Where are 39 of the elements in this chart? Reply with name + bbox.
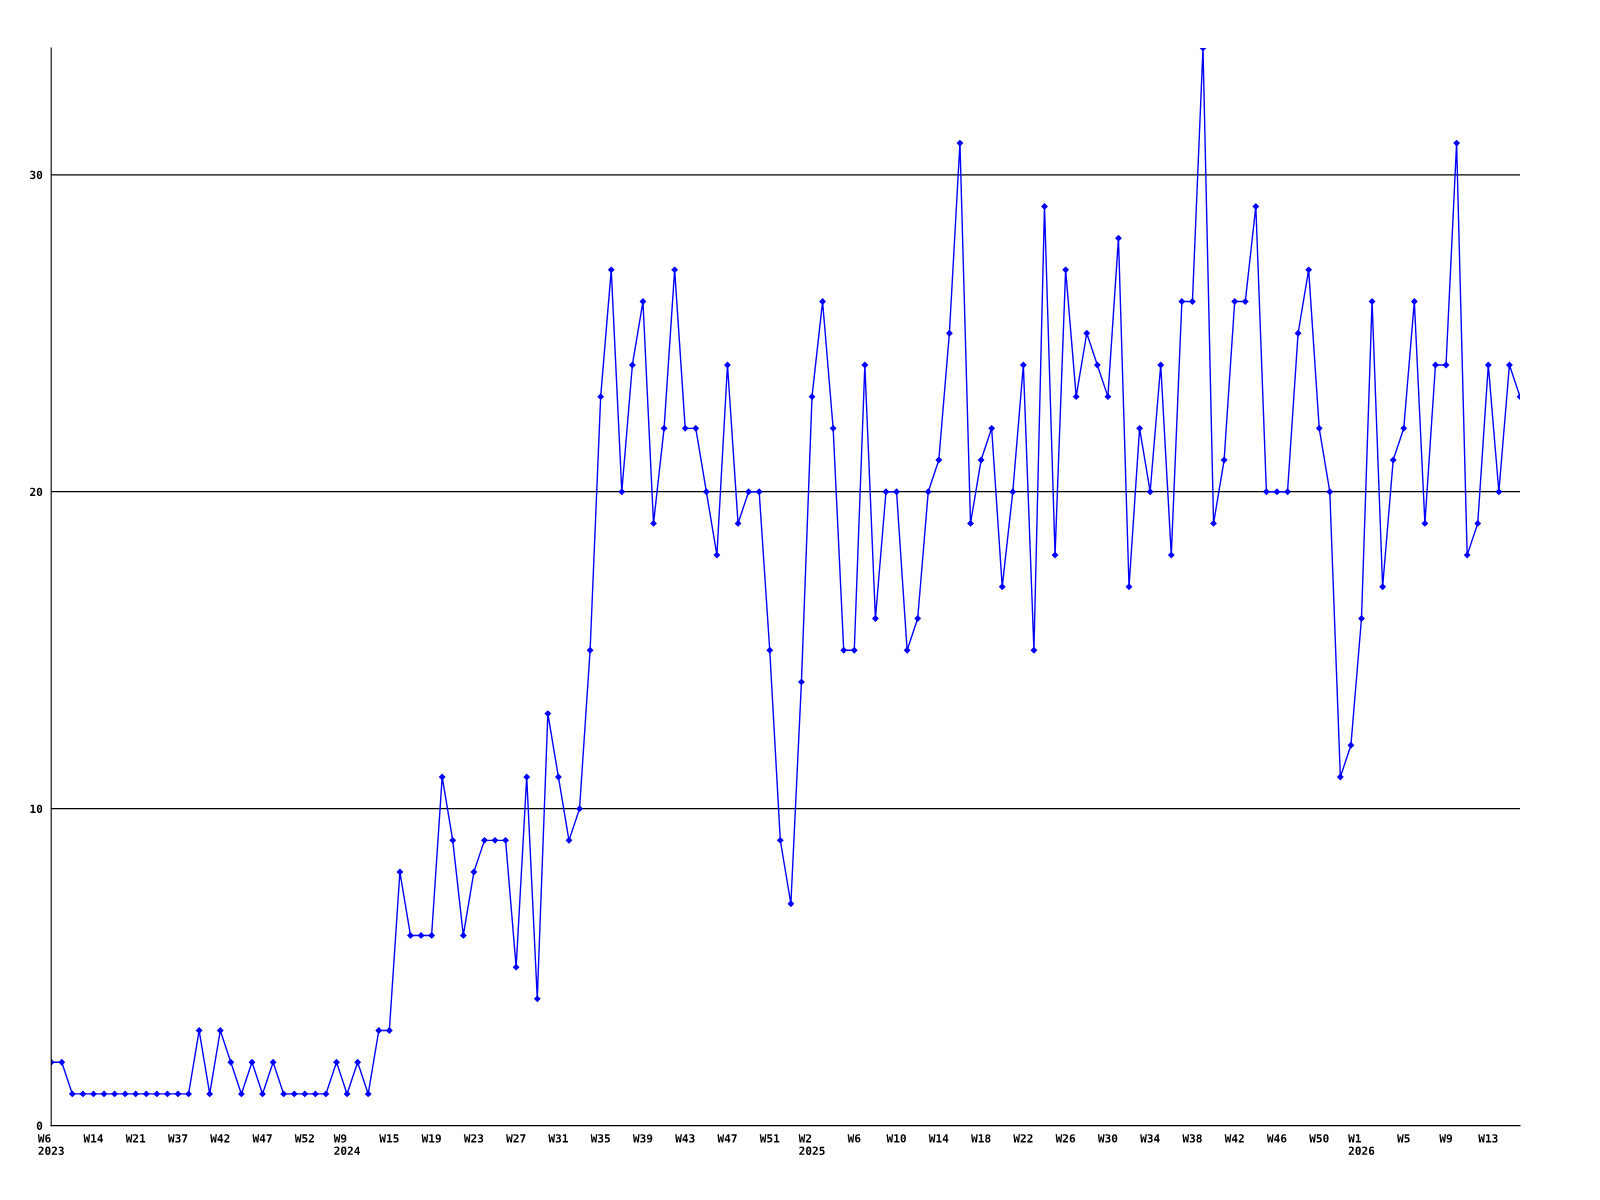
- x-tick-label: W35: [590, 1134, 610, 1143]
- y-tick-label: 30: [30, 170, 43, 180]
- x-tick-label: W42: [1224, 1134, 1244, 1143]
- x-tick-label: W39: [632, 1134, 653, 1143]
- x-tick-label: W15: [379, 1134, 399, 1143]
- x-tick-label: W10: [886, 1134, 906, 1143]
- x-tick-label: W46: [1266, 1134, 1287, 1143]
- x-tick-label: W50: [1309, 1134, 1329, 1143]
- y-tick-label: 20: [30, 487, 43, 497]
- x-tick-label: W1 2026: [1348, 1134, 1375, 1155]
- x-tick-label: W6 2023: [37, 1134, 64, 1155]
- x-tick-label: W6: [847, 1134, 861, 1143]
- x-tick-label: W9: [1439, 1134, 1453, 1143]
- x-tick-label: W43: [675, 1134, 695, 1143]
- x-tick-label: W14: [928, 1134, 949, 1143]
- x-tick-label: W9 2024: [333, 1134, 360, 1155]
- x-tick-label: W21: [125, 1134, 146, 1143]
- x-tick-label: W22: [1013, 1134, 1033, 1143]
- y-tick-label: 0: [36, 1121, 43, 1130]
- x-tick-label: W5: [1397, 1134, 1410, 1143]
- x-tick-label: W27: [506, 1134, 526, 1143]
- x-tick-label: W31: [548, 1134, 568, 1143]
- x-tick-label: W42: [210, 1134, 230, 1143]
- x-tick-label: W14: [83, 1134, 103, 1143]
- x-tick-label: W26: [1055, 1134, 1076, 1143]
- x-tick-label: W34: [1140, 1134, 1160, 1143]
- x-tick-label: W19: [421, 1134, 441, 1143]
- x-tick-label: W30: [1097, 1134, 1118, 1143]
- y-tick-label: 10: [30, 804, 43, 814]
- x-tick-label: W23: [463, 1134, 484, 1143]
- x-tick-label: W52: [294, 1134, 314, 1143]
- x-tick-label: W2 2025: [798, 1134, 825, 1155]
- x-tick-label: W47: [252, 1134, 272, 1143]
- x-tick-label: W13: [1478, 1134, 1498, 1143]
- x-tick-label: W47: [717, 1134, 737, 1143]
- x-tick-label: W37: [167, 1134, 188, 1143]
- x-tick-label: W38: [1182, 1134, 1202, 1143]
- x-tick-label: W18: [971, 1134, 991, 1143]
- x-tick-label: W51: [759, 1134, 780, 1143]
